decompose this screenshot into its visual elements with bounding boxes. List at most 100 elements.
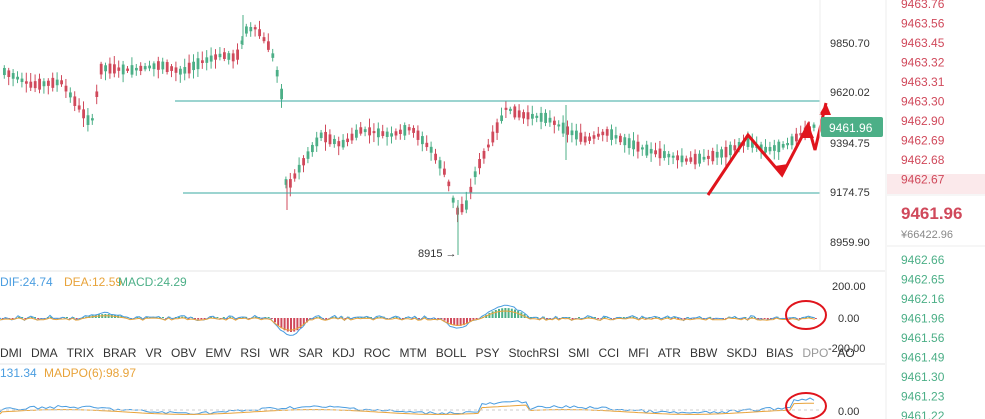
macd-bar — [744, 317, 747, 318]
candle-body — [214, 54, 217, 60]
candle-body — [570, 130, 574, 136]
ask-price[interactable]: 9463.45 — [901, 36, 945, 50]
macd-bar — [203, 318, 206, 319]
arrowhead — [819, 103, 831, 115]
madpo-axis-label: 0.00 — [838, 406, 859, 418]
ask-price[interactable]: 9462.90 — [901, 114, 945, 128]
macd-bar — [264, 317, 267, 318]
indicator-tab-obv[interactable]: OBV — [171, 346, 197, 360]
macd-panel: DIF:24.74 DEA:12.59 MACD:24.29 200.00 0.… — [0, 275, 866, 355]
macd-bar — [283, 318, 286, 331]
indicator-tab-wr[interactable]: WR — [269, 346, 290, 360]
macd-bar — [814, 318, 817, 319]
candle-body — [346, 138, 349, 143]
indicator-tab-trix[interactable]: TRIX — [66, 346, 95, 360]
candle-body — [698, 153, 701, 164]
candle-body — [289, 179, 292, 188]
indicator-tab-dmi[interactable]: DMI — [0, 346, 22, 360]
main-price-axis: 9850.70 9620.02 9394.75 9174.75 8959.90 — [819, 0, 870, 270]
ask-price[interactable]: 9463.56 — [901, 17, 945, 31]
macd-histogram — [2, 308, 817, 332]
macd-bar — [315, 317, 318, 318]
macd-bar — [597, 318, 600, 319]
candle-body — [390, 133, 393, 137]
indicator-tab-roc[interactable]: ROC — [363, 346, 391, 360]
macd-bar — [443, 318, 446, 321]
macd-bar — [667, 316, 670, 318]
bid-price[interactable]: 9461.96 — [901, 312, 945, 326]
macd-bar — [578, 317, 580, 318]
indicator-tab-psy[interactable]: PSY — [475, 346, 500, 360]
ask-price[interactable]: 9463.76 — [901, 0, 945, 11]
indicator-tab-mfi[interactable]: MFI — [628, 346, 649, 360]
macd-bar — [274, 318, 276, 323]
order-book: 9463.76 9463.56 9463.45 9463.32 9463.31 9463.… — [885, 0, 985, 419]
bid-price[interactable]: 9462.16 — [901, 292, 945, 306]
ask-price[interactable]: 9463.31 — [901, 75, 945, 89]
indicator-tab-vr[interactable]: VR — [145, 346, 163, 360]
indicator-tab-bbw[interactable]: BBW — [689, 346, 718, 360]
macd-bar — [670, 318, 673, 319]
candle-body — [86, 115, 90, 125]
bid-price[interactable]: 9462.66 — [901, 253, 945, 267]
bid-price[interactable]: 9461.49 — [901, 351, 945, 365]
indicator-tab-dma[interactable]: DMA — [31, 346, 58, 360]
candle-body — [117, 67, 121, 71]
zigzag-drawing[interactable] — [706, 102, 828, 196]
candle-body — [267, 41, 270, 50]
macd-bar — [507, 308, 510, 318]
candle-body — [451, 197, 455, 203]
indicator-tab-rsi[interactable]: RSI — [240, 346, 261, 360]
candle-body — [121, 64, 125, 75]
indicator-tab-cci[interactable]: CCI — [598, 346, 620, 360]
ask-price[interactable]: 9462.69 — [901, 134, 945, 148]
macd-bar — [178, 317, 180, 318]
candle-body — [328, 134, 332, 145]
candle-body — [218, 53, 222, 58]
indicator-tab-bias[interactable]: BIAS — [766, 346, 794, 360]
indicator-tab-dpo[interactable]: DPO — [802, 346, 829, 360]
ask-price[interactable]: 9463.32 — [901, 56, 945, 70]
macd-bar — [222, 317, 225, 318]
candle-body — [685, 158, 688, 162]
macd-bar — [453, 318, 456, 326]
bid-price[interactable]: 9461.22 — [901, 409, 945, 419]
bid-price[interactable]: 9461.30 — [901, 370, 945, 384]
candle-body — [495, 122, 499, 133]
ask-price[interactable]: 9462.68 — [901, 153, 945, 167]
macd-bar — [613, 318, 616, 319]
indicator-tab-brar[interactable]: BRAR — [103, 346, 137, 360]
candle-body — [302, 158, 305, 166]
macd-bar — [210, 316, 212, 318]
ask-price[interactable]: 9463.30 — [901, 95, 945, 109]
indicator-tab-ao[interactable]: AO — [837, 346, 855, 360]
bid-price[interactable]: 9461.23 — [901, 390, 945, 404]
candle-body — [20, 78, 24, 83]
candle-body — [663, 151, 666, 158]
indicator-tab-mtm[interactable]: MTM — [399, 346, 427, 360]
candle-body — [47, 80, 50, 86]
candle-body — [333, 138, 336, 145]
low-annotation: 8915 → — [418, 248, 457, 260]
indicator-tab-atr[interactable]: ATR — [657, 346, 681, 360]
candle-body — [108, 63, 112, 74]
indicator-tab-skdj[interactable]: SKDJ — [726, 346, 757, 360]
indicator-tab-sar[interactable]: SAR — [298, 346, 324, 360]
indicator-tab-smi[interactable]: SMI — [568, 346, 590, 360]
macd-bar — [642, 317, 644, 318]
bid-price[interactable]: 9461.56 — [901, 331, 945, 345]
candle-body — [245, 26, 248, 34]
candle-body — [135, 67, 138, 71]
indicator-tab-kdj[interactable]: KDJ — [332, 346, 355, 360]
macd-bar — [280, 318, 283, 329]
indicator-tab-stochrsi[interactable]: StochRSI — [508, 346, 560, 360]
macd-bar — [546, 318, 548, 320]
indicator-tab-emv[interactable]: EMV — [205, 346, 232, 360]
macd-bar — [370, 317, 372, 318]
indicator-tab-boll[interactable]: BOLL — [435, 346, 467, 360]
macd-bar — [18, 316, 20, 318]
ask-price[interactable]: 9462.67 — [901, 173, 945, 187]
axis-label: 8959.90 — [830, 237, 870, 249]
bid-price[interactable]: 9462.65 — [901, 273, 945, 287]
